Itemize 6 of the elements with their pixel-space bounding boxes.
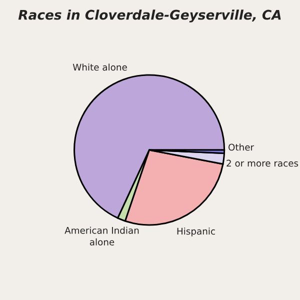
slice-label: Hispanic bbox=[177, 228, 215, 236]
chart-title: Races in Cloverdale-Geyserville, CA bbox=[18, 10, 281, 22]
slice-label: White alone bbox=[72, 64, 127, 71]
slice-label: 2 or more races bbox=[226, 160, 298, 167]
slice-label: Other bbox=[228, 144, 254, 151]
slice-label: American Indian alone bbox=[64, 226, 139, 246]
